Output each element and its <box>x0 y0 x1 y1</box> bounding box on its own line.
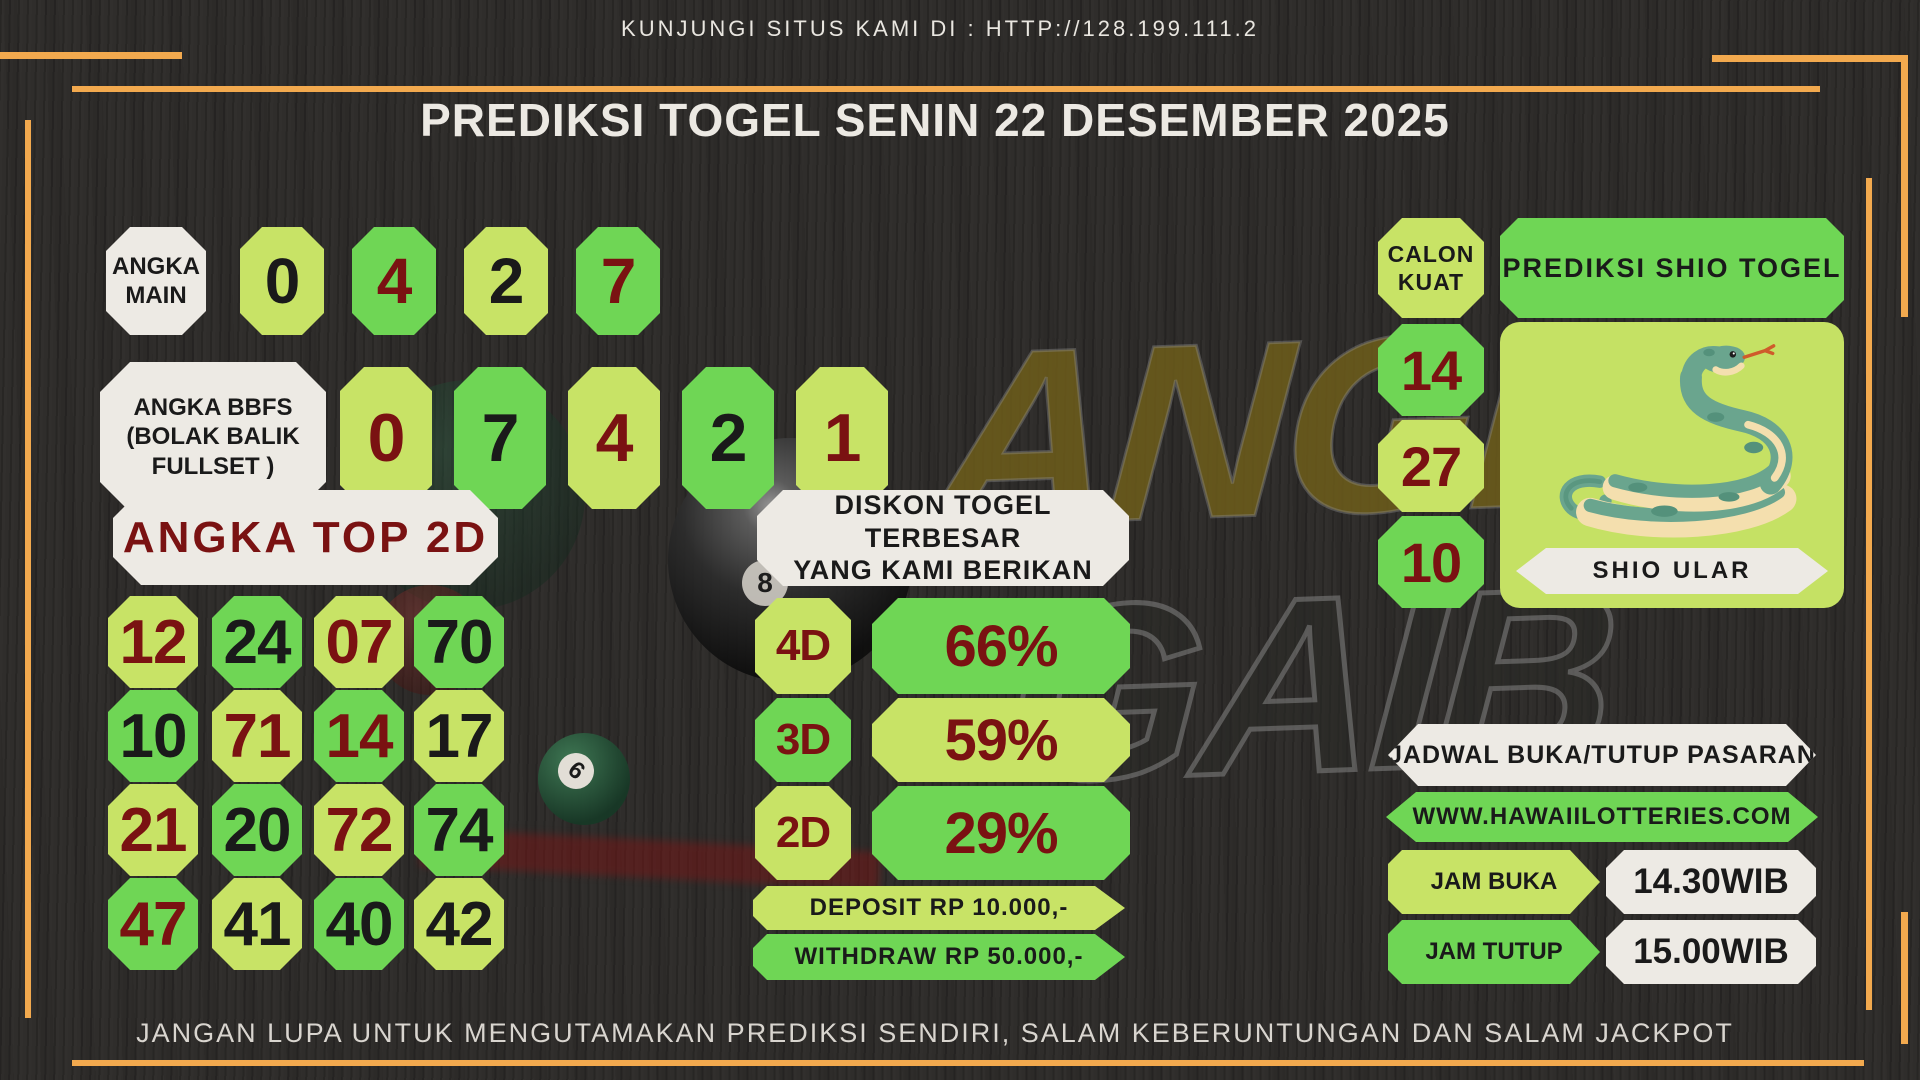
frame-line-top-long <box>72 86 1820 92</box>
top2d-cell: 41 <box>212 878 302 970</box>
calon-kuat-label: CALON KUAT <box>1378 218 1484 318</box>
angka-bbfs-digit: 2 <box>682 367 774 509</box>
page-title: PREDIKSI TOGEL SENIN 22 DESEMBER 2025 <box>420 94 1450 146</box>
angka-bbfs-label: ANGKA BBFS (BOLAK BALIK FULLSET ) <box>100 362 326 512</box>
top2d-cell: 47 <box>108 878 198 970</box>
calon-kuat-number: 10 <box>1378 516 1484 608</box>
footer-note: JANGAN LUPA UNTUK MENGUTAMAKAN PREDIKSI … <box>136 1017 1734 1048</box>
diskon-value-3d: 59% <box>872 698 1130 782</box>
calon-kuat-number: 27 <box>1378 420 1484 512</box>
frame-line-bottom <box>72 1060 1864 1066</box>
frame-line-top-left <box>0 52 182 59</box>
frame-line-top-right <box>1712 55 1908 62</box>
angka-bbfs-digit: 1 <box>796 367 888 509</box>
jam-tutup-label: JAM TUTUP <box>1388 920 1600 984</box>
jadwal-header: JADWAL BUKA/TUTUP PASARAN <box>1388 724 1816 786</box>
calon-kuat-number: 14 <box>1378 324 1484 416</box>
jam-buka-label: JAM BUKA <box>1388 850 1600 914</box>
frame-line-corner-right <box>1901 55 1908 317</box>
angka-main-digit: 0 <box>240 227 324 335</box>
angka-bbfs-digit: 4 <box>568 367 660 509</box>
angka-bbfs-digit: 7 <box>454 367 546 509</box>
frame-line-right-short <box>1901 912 1908 1044</box>
angka-bbfs-digit: 0 <box>340 367 432 509</box>
top2d-cell: 10 <box>108 690 198 782</box>
top2d-cell: 70 <box>414 596 504 688</box>
withdraw-banner: WITHDRAW RP 50.000,- <box>753 934 1125 980</box>
website-link[interactable]: WWW.HAWAIILOTTERIES.COM <box>1386 792 1818 842</box>
jam-tutup-value: 15.00WIB <box>1606 920 1816 984</box>
top2d-cell: 72 <box>314 784 404 876</box>
top2d-cell: 14 <box>314 690 404 782</box>
top2d-cell: 42 <box>414 878 504 970</box>
diskon-header: DISKON TOGEL TERBESAR YANG KAMI BERIKAN <box>757 490 1129 586</box>
diskon-value-2d: 29% <box>872 786 1130 880</box>
diskon-label-2d: 2D <box>755 786 851 880</box>
top2d-cell: 17 <box>414 690 504 782</box>
diskon-value-4d: 66% <box>872 598 1130 694</box>
angka-main-label: ANGKA MAIN <box>106 227 206 335</box>
shio-name-banner: SHIO ULAR <box>1516 548 1828 594</box>
diskon-label-3d: 3D <box>755 698 851 782</box>
top2d-cell: 07 <box>314 596 404 688</box>
jam-buka-value: 14.30WIB <box>1606 850 1816 914</box>
angka-top-2d-header: ANGKA TOP 2D <box>113 490 498 585</box>
shio-header: PREDIKSI SHIO TOGEL <box>1500 218 1844 318</box>
top2d-cell: 24 <box>212 596 302 688</box>
top2d-cell: 74 <box>414 784 504 876</box>
deposit-banner: DEPOSIT RP 10.000,- <box>753 886 1125 930</box>
angka-main-digit: 7 <box>576 227 660 335</box>
angka-main-digit: 4 <box>352 227 436 335</box>
diskon-label-4d: 4D <box>755 598 851 694</box>
snake-illustration <box>1559 344 1797 538</box>
angka-main-digit: 2 <box>464 227 548 335</box>
frame-line-left-vertical <box>25 120 31 1018</box>
top2d-cell: 20 <box>212 784 302 876</box>
top2d-cell: 21 <box>108 784 198 876</box>
top2d-cell: 71 <box>212 690 302 782</box>
shio-card: SHIO ULAR <box>1500 322 1844 608</box>
top2d-cell: 40 <box>314 878 404 970</box>
frame-line-right-vertical <box>1866 178 1872 1010</box>
site-url-note[interactable]: KUNJUNGI SITUS KAMI DI : HTTP://128.199.… <box>621 16 1259 41</box>
top2d-cell: 12 <box>108 596 198 688</box>
